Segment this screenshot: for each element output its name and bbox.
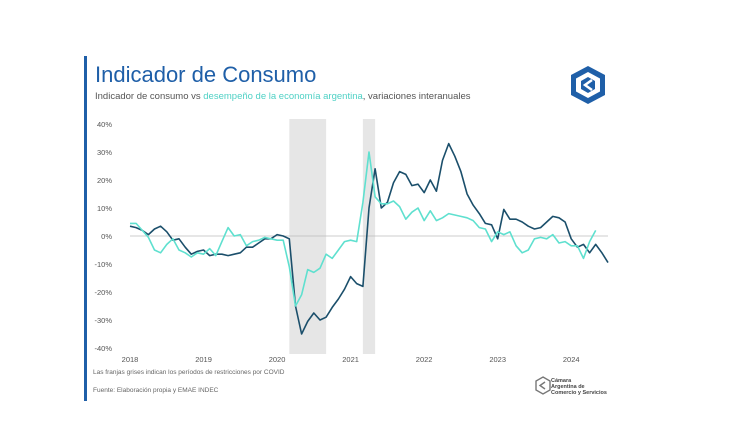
- covid-band: [289, 119, 327, 354]
- y-tick-label: 10%: [97, 204, 112, 213]
- x-tick-label: 2018: [122, 355, 139, 364]
- cac-brand-icon: [535, 376, 551, 395]
- x-tick-label: 2022: [416, 355, 433, 364]
- accent-bar: [84, 56, 87, 401]
- page-title: Indicador de Consumo: [95, 62, 317, 87]
- covid-note: Las franjas grises indican los períodos …: [93, 369, 285, 376]
- x-tick-label: 2021: [342, 355, 359, 364]
- x-tick-label: 2019: [195, 355, 212, 364]
- brand-line: Argentina de: [551, 384, 585, 390]
- y-tick-label: 30%: [97, 148, 112, 157]
- subtitle-highlight: desempeño de la economía argentina: [203, 91, 363, 102]
- y-tick-label: -10%: [94, 260, 112, 269]
- subtitle-prefix: Indicador de consumo vs: [95, 91, 204, 102]
- y-tick-label: 40%: [97, 120, 112, 129]
- series-line-economia: [130, 151, 597, 307]
- x-tick-label: 2023: [489, 355, 506, 364]
- subtitle-suffix: , variaciones interanuales: [362, 91, 471, 102]
- brand-line: Cámara: [551, 378, 572, 384]
- y-tick-label: -30%: [94, 316, 112, 325]
- x-tick-label: 2020: [269, 355, 286, 364]
- cac-logo-icon: [571, 66, 605, 104]
- brand-name: Cámara Argentina de Comercio y Servicios: [551, 378, 607, 396]
- x-tick-label: 2024: [563, 355, 580, 364]
- page-subtitle: Indicador de consumo vs desempeño de la …: [95, 91, 471, 102]
- series-line-consumo: [129, 142, 609, 335]
- source-note: Fuente: Elaboración propia y EMAE INDEC: [93, 387, 219, 394]
- y-tick-label: 20%: [97, 176, 112, 185]
- y-tick-label: -40%: [94, 344, 112, 353]
- brand-line: Comercio y Servicios: [551, 390, 607, 396]
- y-tick-label: 0%: [101, 232, 112, 241]
- y-tick-label: -20%: [94, 288, 112, 297]
